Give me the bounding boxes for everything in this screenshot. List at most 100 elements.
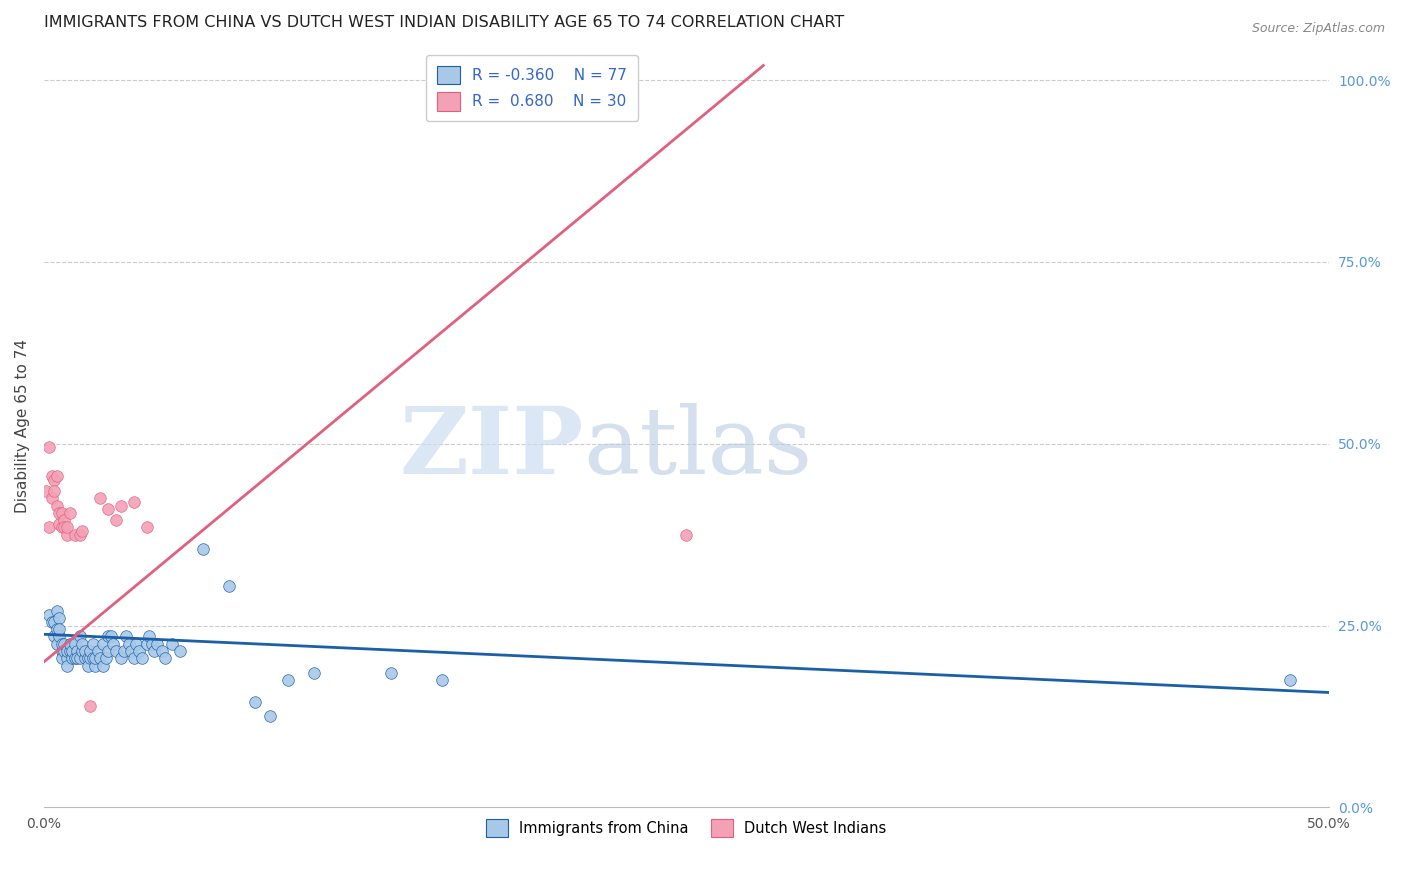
Point — [302, 665, 325, 680]
Point — [82, 637, 104, 651]
Point — [87, 644, 110, 658]
Text: atlas: atlas — [583, 403, 813, 493]
Point — [141, 637, 163, 651]
Point — [60, 651, 83, 665]
Point — [51, 520, 73, 534]
Point — [69, 651, 91, 665]
Point — [122, 495, 145, 509]
Point — [243, 695, 266, 709]
Point — [56, 644, 79, 658]
Point — [38, 520, 60, 534]
Point — [58, 506, 80, 520]
Point — [138, 630, 160, 644]
Point — [94, 651, 117, 665]
Point — [72, 524, 94, 538]
Point — [63, 651, 86, 665]
Point — [44, 630, 66, 644]
Point — [97, 630, 120, 644]
Point — [58, 637, 80, 651]
Point — [45, 469, 67, 483]
Point — [112, 644, 135, 658]
Point — [73, 651, 96, 665]
Point — [38, 441, 60, 455]
Point — [76, 658, 98, 673]
Point — [76, 651, 98, 665]
Point — [53, 637, 76, 651]
Point — [56, 658, 79, 673]
Point — [143, 644, 166, 658]
Point — [131, 651, 153, 665]
Point — [48, 611, 70, 625]
Point — [56, 527, 79, 541]
Point — [44, 615, 66, 629]
Point — [110, 651, 132, 665]
Point — [79, 698, 101, 713]
Point — [45, 499, 67, 513]
Point — [48, 506, 70, 520]
Point — [56, 520, 79, 534]
Point — [153, 651, 176, 665]
Point — [41, 615, 63, 629]
Legend: Immigrants from China, Dutch West Indians: Immigrants from China, Dutch West Indian… — [477, 811, 896, 846]
Point — [89, 651, 111, 665]
Point — [51, 506, 73, 520]
Point — [104, 513, 127, 527]
Point — [84, 658, 107, 673]
Text: ZIP: ZIP — [399, 403, 583, 493]
Point — [53, 520, 76, 534]
Point — [51, 637, 73, 651]
Point — [66, 651, 89, 665]
Point — [66, 644, 89, 658]
Point — [110, 499, 132, 513]
Y-axis label: Disability Age 65 to 74: Disability Age 65 to 74 — [15, 339, 30, 513]
Point — [193, 542, 215, 557]
Point — [218, 578, 240, 592]
Point — [115, 630, 138, 644]
Text: IMMIGRANTS FROM CHINA VS DUTCH WEST INDIAN DISABILITY AGE 65 TO 74 CORRELATION C: IMMIGRANTS FROM CHINA VS DUTCH WEST INDI… — [44, 15, 844, 30]
Point — [73, 644, 96, 658]
Point — [60, 644, 83, 658]
Point — [104, 644, 127, 658]
Point — [51, 651, 73, 665]
Point — [63, 527, 86, 541]
Point — [547, 77, 569, 91]
Point — [91, 637, 114, 651]
Point — [48, 516, 70, 531]
Point — [146, 637, 169, 651]
Point — [72, 644, 94, 658]
Point — [259, 709, 281, 723]
Point — [430, 673, 453, 687]
Point — [103, 637, 125, 651]
Point — [45, 604, 67, 618]
Point — [97, 502, 120, 516]
Point — [277, 673, 299, 687]
Point — [79, 651, 101, 665]
Point — [91, 658, 114, 673]
Point — [135, 637, 157, 651]
Point — [122, 651, 145, 665]
Point — [82, 651, 104, 665]
Point — [1279, 673, 1302, 687]
Point — [53, 513, 76, 527]
Point — [56, 651, 79, 665]
Point — [69, 527, 91, 541]
Point — [38, 607, 60, 622]
Point — [51, 644, 73, 658]
Point — [128, 644, 150, 658]
Point — [169, 644, 191, 658]
Point — [53, 644, 76, 658]
Point — [48, 630, 70, 644]
Point — [45, 637, 67, 651]
Point — [45, 622, 67, 636]
Point — [41, 491, 63, 506]
Point — [89, 491, 111, 506]
Point — [84, 651, 107, 665]
Point — [118, 637, 141, 651]
Point — [44, 473, 66, 487]
Point — [44, 483, 66, 498]
Point — [63, 637, 86, 651]
Point — [100, 630, 122, 644]
Point — [69, 630, 91, 644]
Point — [675, 527, 697, 541]
Point — [79, 644, 101, 658]
